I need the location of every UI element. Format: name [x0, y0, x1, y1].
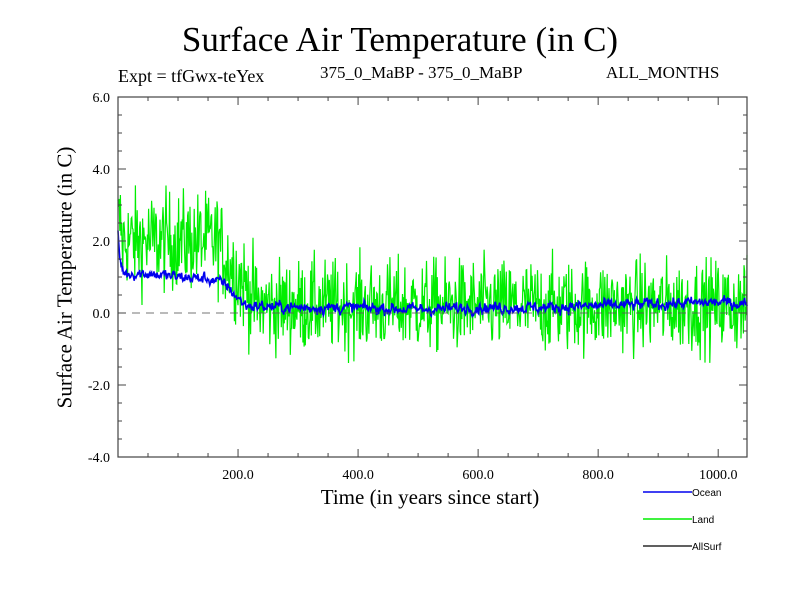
x-tick-label: 600.0 [462, 468, 494, 483]
legend-label-allsurf: AllSurf [692, 542, 722, 553]
comparison-label: 375_0_MaBP - 375_0_MaBP [320, 63, 523, 82]
legend-label-ocean: Ocean [692, 488, 721, 499]
period-label: ALL_MONTHS [606, 63, 720, 82]
y-tick-label: 4.0 [93, 163, 111, 178]
y-tick-label: -2.0 [88, 379, 110, 394]
legend-label-land: Land [692, 515, 714, 526]
x-axis-label: Time (in years since start) [320, 485, 540, 509]
chart-title: Surface Air Temperature (in C) [181, 20, 619, 59]
x-tick-label: 400.0 [342, 468, 374, 483]
x-tick-label: 800.0 [582, 468, 614, 483]
x-tick-label: 200.0 [222, 468, 254, 483]
experiment-label: Expt = tfGwx-teYex [118, 66, 265, 86]
y-tick-label: 6.0 [93, 91, 111, 106]
ocean-series-line [117, 230, 748, 319]
y-tick-label: 2.0 [93, 235, 111, 250]
x-tick-label: 1000.0 [699, 468, 738, 483]
land-series-line [117, 185, 748, 364]
y-tick-label: -4.0 [88, 451, 110, 466]
y-tick-label: 0.0 [93, 307, 111, 322]
